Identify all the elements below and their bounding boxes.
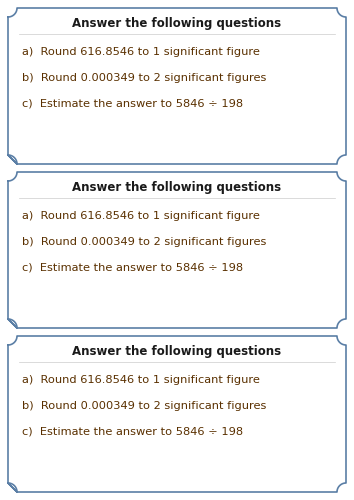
Text: a)  Round 616.8546 to 1 significant figure: a) Round 616.8546 to 1 significant figur… bbox=[22, 375, 260, 385]
Text: Answer the following questions: Answer the following questions bbox=[73, 346, 281, 358]
Text: c)  Estimate the answer to 5846 ÷ 198: c) Estimate the answer to 5846 ÷ 198 bbox=[22, 263, 243, 273]
Text: Answer the following questions: Answer the following questions bbox=[73, 182, 281, 194]
Text: b)  Round 0.000349 to 2 significant figures: b) Round 0.000349 to 2 significant figur… bbox=[22, 73, 266, 83]
Text: Answer the following questions: Answer the following questions bbox=[73, 18, 281, 30]
Text: a)  Round 616.8546 to 1 significant figure: a) Round 616.8546 to 1 significant figur… bbox=[22, 211, 260, 221]
Text: b)  Round 0.000349 to 2 significant figures: b) Round 0.000349 to 2 significant figur… bbox=[22, 237, 266, 247]
Text: c)  Estimate the answer to 5846 ÷ 198: c) Estimate the answer to 5846 ÷ 198 bbox=[22, 427, 243, 437]
Text: c)  Estimate the answer to 5846 ÷ 198: c) Estimate the answer to 5846 ÷ 198 bbox=[22, 99, 243, 109]
Text: b)  Round 0.000349 to 2 significant figures: b) Round 0.000349 to 2 significant figur… bbox=[22, 401, 266, 411]
Text: a)  Round 616.8546 to 1 significant figure: a) Round 616.8546 to 1 significant figur… bbox=[22, 47, 260, 57]
